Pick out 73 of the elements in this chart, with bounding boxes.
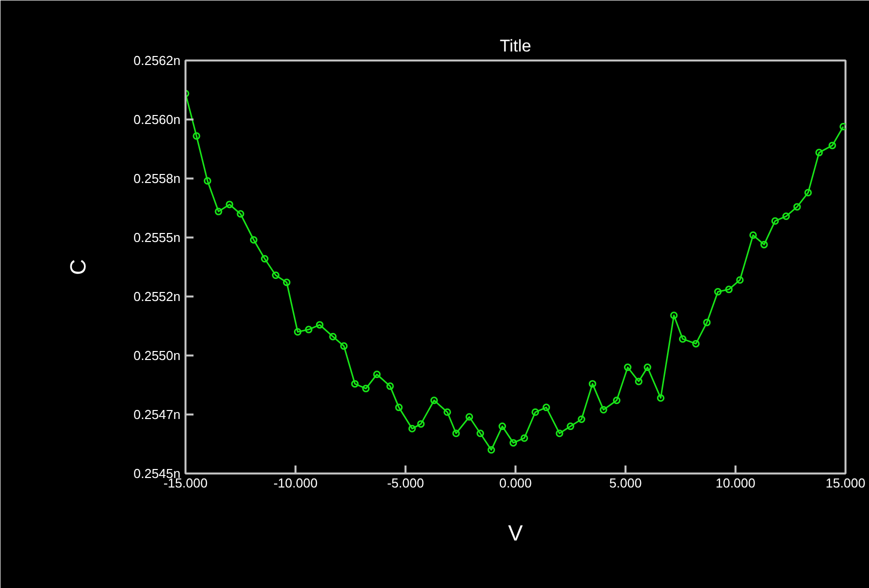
point [250,236,258,244]
point [329,332,337,340]
point [804,188,812,196]
x-tick-label: 15.000 [826,476,866,490]
point [612,396,620,404]
point [362,384,370,392]
point [452,430,460,438]
point [386,382,394,390]
point [644,364,652,372]
point [498,422,506,430]
point [760,240,768,248]
point [272,272,280,280]
point [430,396,438,404]
point [282,278,290,286]
point [260,254,268,262]
y-axis-title: C [66,258,91,275]
point [556,430,564,438]
y-tick-label: 0.2550n [134,348,181,363]
x-tick-label: -5.000 [387,476,424,490]
chart-title: Title [500,36,532,56]
point [600,406,608,414]
point [578,415,586,423]
point [624,364,632,372]
y-tick-label: 0.2562n [134,53,181,68]
x-tick-label: 0.000 [499,476,532,490]
point [736,276,744,284]
point [815,148,823,156]
point [204,177,212,185]
point [466,413,474,421]
point [771,217,779,225]
point [395,404,403,412]
x-tick-label: 10.000 [716,476,756,490]
point [476,430,484,438]
point [634,378,642,386]
point [793,203,801,211]
point [678,335,686,343]
point [510,439,518,447]
point [236,210,244,218]
point [373,370,381,378]
x-axis-title: V [508,520,524,546]
point [532,408,540,416]
point [351,380,359,388]
point [214,208,222,216]
point [408,424,416,432]
point [828,142,836,150]
point [714,288,722,296]
point [782,212,790,220]
point [566,422,574,430]
y-tick-label: 0.2547n [134,407,181,422]
y-tick-label: 0.2552n [134,289,181,304]
point [725,286,733,294]
point [488,446,496,454]
point [749,231,757,239]
x-tick-label: -10.000 [273,476,318,490]
y-tick-label: 0.2560n [134,112,181,127]
point [340,342,348,350]
point [444,408,452,416]
point [304,326,312,334]
point [588,380,596,388]
point [417,420,425,428]
point [226,200,234,208]
point [294,328,302,336]
point [703,318,711,326]
y-tick-label: 0.2555n [134,230,181,245]
point [670,312,678,320]
x-tick-label: 5.000 [609,476,642,490]
point [316,321,324,329]
point [542,404,550,412]
y-tick-label: 0.2558n [134,171,181,186]
point [656,394,664,402]
point [692,340,700,348]
point [192,132,200,140]
point [520,434,528,442]
